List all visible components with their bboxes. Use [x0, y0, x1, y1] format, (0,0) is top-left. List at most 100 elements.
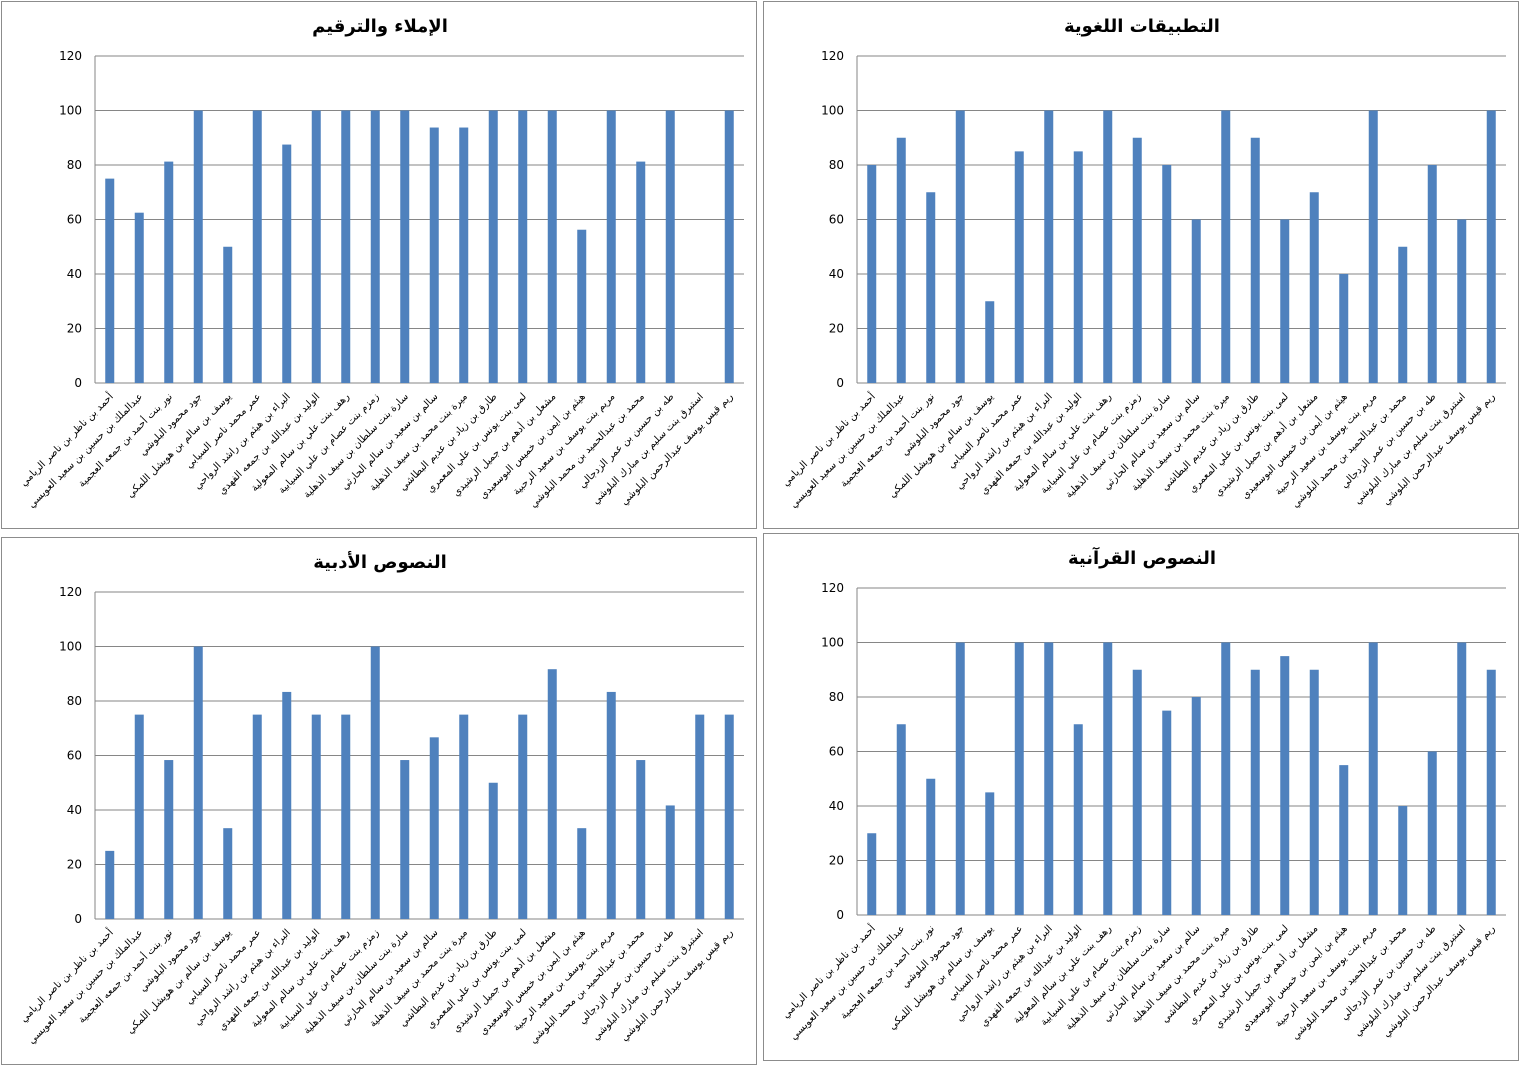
bar — [459, 714, 469, 919]
x-category-label: هيثم بن أيمن بن خميس البوسعيدي — [1238, 922, 1349, 1033]
bar — [1427, 751, 1437, 915]
bar — [636, 760, 646, 919]
bar — [134, 714, 144, 919]
bar — [164, 161, 174, 383]
bar — [926, 192, 936, 383]
bar — [223, 246, 233, 383]
bar — [311, 714, 321, 919]
x-category-label: هيثم بن أيمن بن خميس البوسعيدي — [476, 390, 587, 501]
bar — [400, 760, 410, 919]
bar — [1280, 219, 1290, 383]
bar — [1103, 642, 1113, 915]
bar — [1073, 151, 1083, 383]
chart-panel-adabiya: النصوص الأدبية 0 20 40 60 80 100 120 أحمد بن ناظ… — [1, 537, 757, 1065]
y-tick-label: 0 — [836, 376, 844, 390]
bar — [193, 110, 203, 383]
bar — [252, 110, 262, 383]
bar — [985, 792, 995, 915]
bar — [400, 110, 410, 383]
bar — [724, 714, 734, 919]
bar — [665, 805, 675, 919]
bar — [341, 714, 351, 919]
bar — [1132, 669, 1142, 915]
y-tick-label: 80 — [67, 158, 82, 172]
bar — [164, 760, 174, 919]
bar — [1191, 697, 1201, 915]
y-tick-label: 60 — [829, 213, 844, 227]
bar — [695, 714, 705, 919]
bar — [429, 127, 439, 383]
y-tick-label: 120 — [821, 581, 844, 595]
bar — [867, 165, 877, 383]
x-category-label: هيثم بن أيمن بن خميس البوسعيدي — [476, 926, 587, 1037]
y-tick-label: 20 — [829, 322, 844, 336]
bar — [1368, 110, 1378, 383]
y-tick-label: 80 — [829, 690, 844, 704]
bar — [252, 714, 262, 919]
bar — [459, 127, 469, 383]
y-tick-label: 0 — [836, 908, 844, 922]
bar — [1073, 724, 1083, 915]
chart-title: التطبيقات اللغوية — [1064, 16, 1220, 37]
bar — [193, 646, 203, 919]
y-tick-label: 60 — [67, 749, 82, 763]
bar — [488, 110, 498, 383]
y-tick-label: 20 — [829, 854, 844, 868]
bar — [105, 178, 115, 383]
bar — [370, 110, 380, 383]
bar — [1044, 110, 1054, 383]
bar — [955, 110, 965, 383]
y-tick-label: 100 — [59, 640, 82, 654]
y-tick-label: 60 — [829, 745, 844, 759]
y-tick-label: 120 — [59, 585, 82, 599]
bar — [341, 110, 351, 383]
bar — [1132, 137, 1142, 383]
chart-title: الإملاء والترقيم — [312, 16, 448, 37]
bar — [665, 110, 675, 383]
bar — [1368, 642, 1378, 915]
bar — [1309, 669, 1319, 915]
bar — [577, 229, 587, 383]
bar — [1339, 274, 1349, 383]
bar — [370, 646, 380, 919]
bar — [429, 737, 439, 919]
bar — [105, 850, 115, 919]
bar — [1486, 110, 1496, 383]
bar — [1103, 110, 1113, 383]
y-tick-label: 100 — [821, 636, 844, 650]
chart-panel-quraniya: النصوص القرآنية 0 20 40 60 80 100 120 أحمد بن نا… — [763, 533, 1519, 1061]
bar — [1398, 246, 1408, 383]
y-tick-label: 120 — [59, 49, 82, 63]
bar — [1014, 151, 1024, 383]
y-tick-label: 40 — [829, 267, 844, 281]
bar — [282, 691, 292, 919]
bar — [1014, 642, 1024, 915]
y-tick-label: 60 — [67, 213, 82, 227]
bar — [985, 301, 995, 383]
bar — [1398, 806, 1408, 915]
y-tick-label: 0 — [74, 376, 82, 390]
bar — [724, 110, 734, 383]
chart-panel-tatbiqat: التطبيقات اللغوية 0 20 40 60 80 100 120 أحمد بن … — [763, 1, 1519, 529]
y-tick-label: 100 — [59, 104, 82, 118]
y-tick-label: 40 — [67, 803, 82, 817]
bar — [518, 714, 528, 919]
bar — [1457, 642, 1467, 915]
bar — [1309, 192, 1319, 383]
bar — [282, 144, 292, 383]
bar — [955, 642, 965, 915]
bar — [134, 212, 144, 383]
y-tick-label: 40 — [67, 267, 82, 281]
bar — [223, 828, 233, 919]
y-tick-label: 80 — [67, 694, 82, 708]
bar — [1044, 642, 1054, 915]
bar — [1280, 656, 1290, 915]
bar — [1250, 669, 1260, 915]
bar — [1162, 165, 1172, 383]
y-tick-label: 20 — [67, 858, 82, 872]
bar — [1221, 110, 1231, 383]
bar — [1427, 165, 1437, 383]
